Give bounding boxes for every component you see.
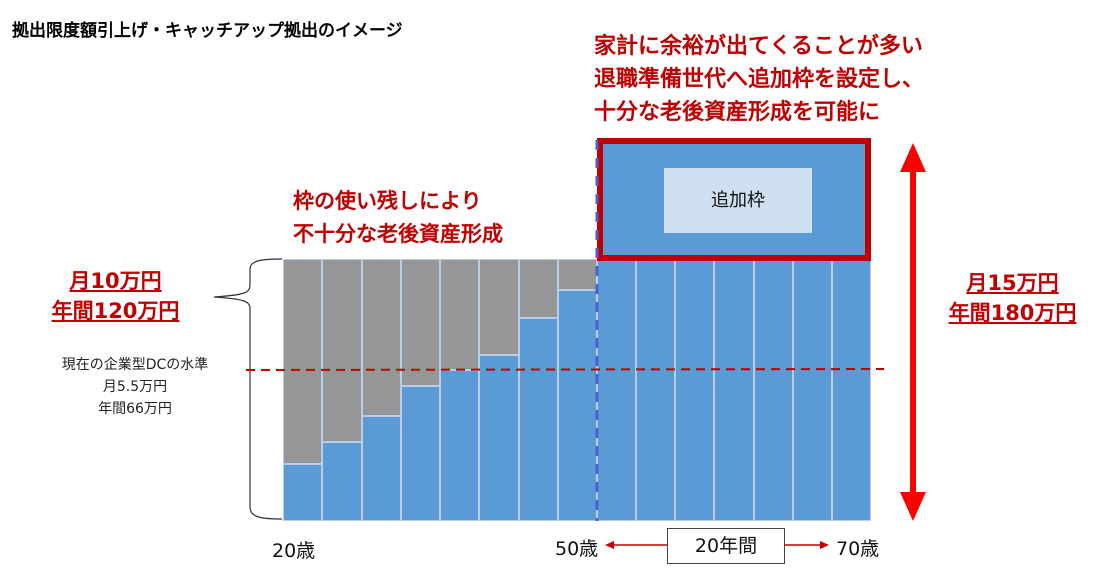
unused-quota-bar xyxy=(283,259,323,465)
contribution-bar xyxy=(361,416,401,521)
unused-quota-text: 枠の使い残しにより 不十分な老後資産形成 xyxy=(293,185,503,251)
contribution-bar xyxy=(636,259,676,521)
brace-icon xyxy=(213,258,283,520)
headline-text: 家計に余裕が出てくることが多い 退職準備世代へ追加枠を設定し、 十分な老後資産形… xyxy=(594,30,924,129)
contribution-bar xyxy=(597,259,637,521)
unused-quota-bar xyxy=(322,259,362,443)
contribution-bar xyxy=(440,370,480,521)
current-level-monthly: 月5.5万円 xyxy=(102,379,168,395)
unused-quota-bar xyxy=(400,259,440,386)
left-limit-annual: 年間120万円 xyxy=(51,299,180,323)
unused-quota-bar xyxy=(518,259,558,318)
headline-line: 退職準備世代へ追加枠を設定し、 xyxy=(594,67,925,92)
right-limit-monthly: 月15万円 xyxy=(966,271,1059,295)
contribution-bar xyxy=(831,259,871,521)
contribution-bar xyxy=(753,259,793,521)
unused-quota-bar xyxy=(479,259,519,356)
current-level-note: 現在の企業型DCの水準 月5.5万円 年間66万円 xyxy=(40,354,230,420)
unused-quota-bar xyxy=(557,259,597,290)
right-limit-label: 月15万円 年間180万円 xyxy=(930,268,1095,328)
contribution-bar xyxy=(518,317,558,521)
unused-quota-bar xyxy=(440,259,480,371)
left-limit-label: 月10万円 年間120万円 xyxy=(28,266,203,326)
contribution-bar xyxy=(400,385,440,521)
midline-line: 不十分な老後資産形成 xyxy=(293,222,503,246)
right-limit-annual: 年間180万円 xyxy=(948,301,1077,325)
contribution-bar xyxy=(479,355,519,521)
age-start-label: 20歳 xyxy=(272,540,316,562)
contribution-bar xyxy=(557,289,597,521)
additional-quota-label: 追加枠 xyxy=(664,168,812,233)
period-label: 20年間 xyxy=(667,528,785,564)
contribution-bar xyxy=(322,442,362,521)
height-arrow-icon xyxy=(900,143,926,521)
current-level-label: 現在の企業型DCの水準 xyxy=(61,357,209,373)
contribution-bar xyxy=(792,259,832,521)
midline-line: 枠の使い残しにより xyxy=(293,189,482,213)
age-mid-label: 50歳 xyxy=(555,538,599,560)
contribution-bar xyxy=(675,259,715,521)
contribution-bar xyxy=(283,464,323,521)
headline-line: 十分な老後資産形成を可能に xyxy=(594,100,881,125)
unused-quota-bar xyxy=(361,259,401,417)
age-end-label: 70歳 xyxy=(836,538,880,560)
contribution-bar xyxy=(714,259,754,521)
headline-line: 家計に余裕が出てくることが多い xyxy=(594,34,923,59)
diagram-title: 拠出限度額引上げ・キャッチアップ拠出のイメージ xyxy=(12,21,403,41)
left-limit-monthly: 月10万円 xyxy=(69,269,162,293)
current-level-annual: 年間66万円 xyxy=(98,401,172,417)
